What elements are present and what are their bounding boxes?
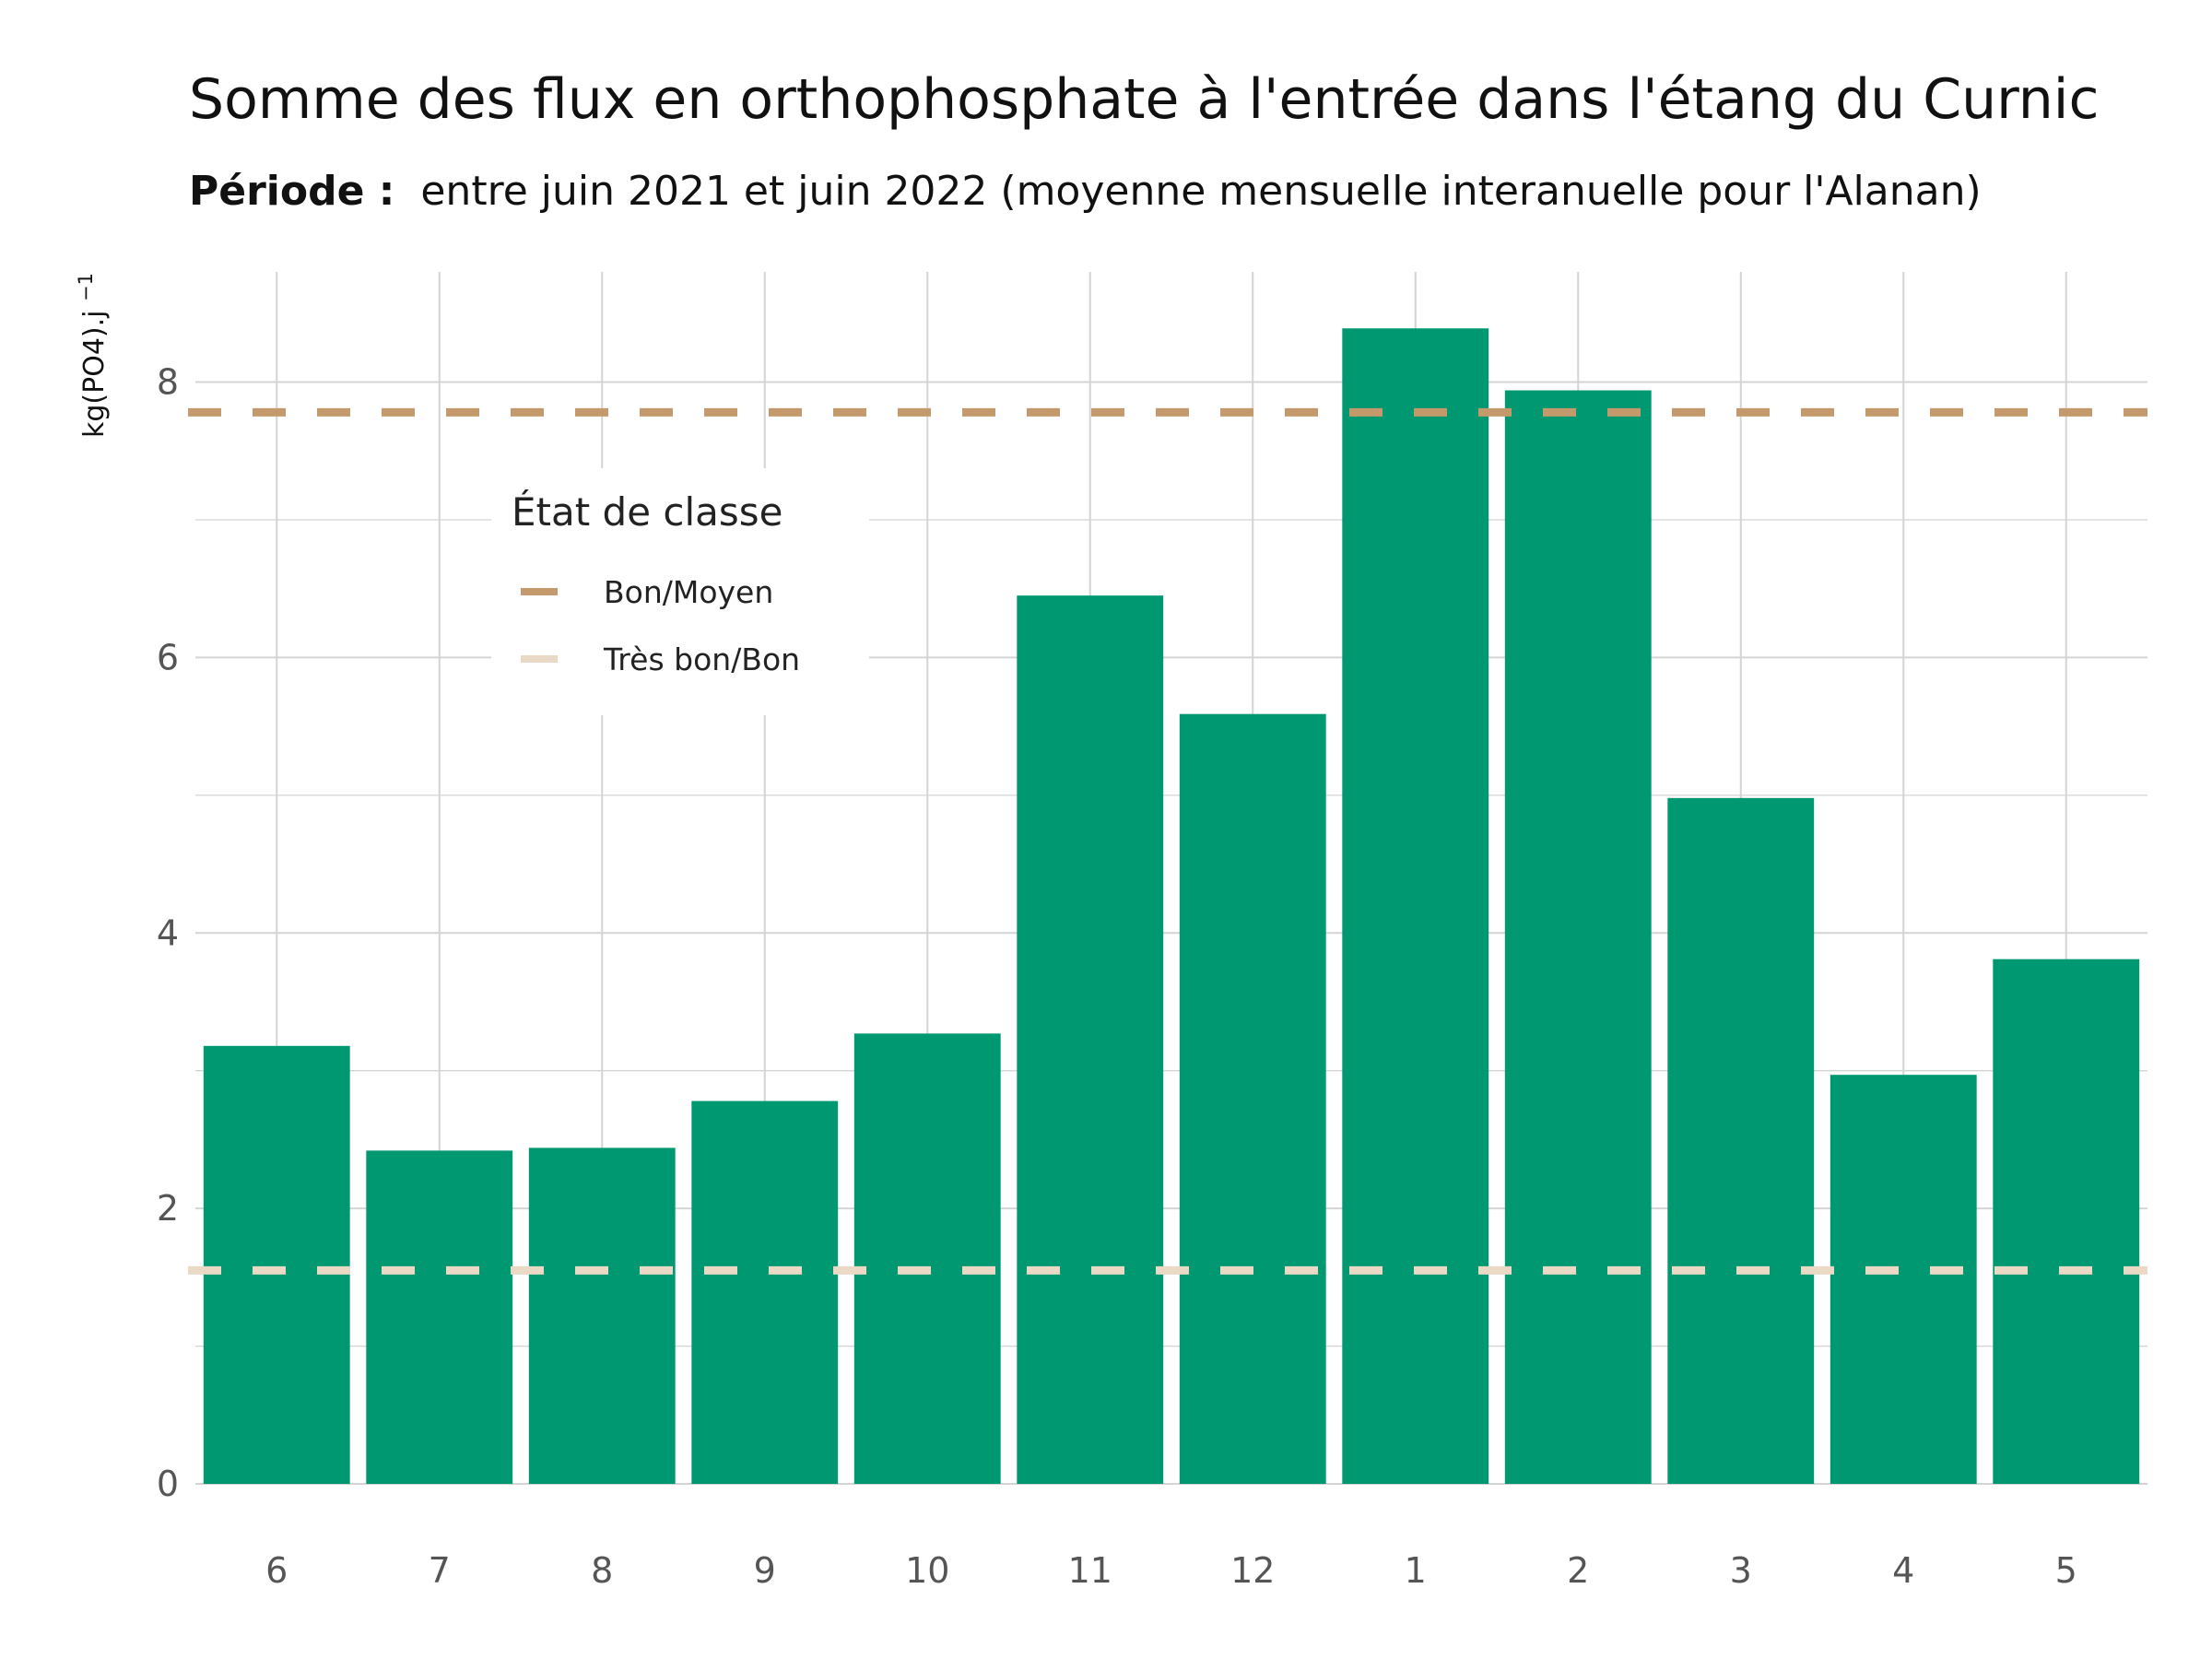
bar-month-9	[691, 1100, 839, 1484]
x-tick-label: 12	[1230, 1550, 1275, 1591]
y-tick-label: 2	[157, 1188, 179, 1229]
legend-item-label: Très bon/Bon	[603, 641, 800, 677]
bar-month-3	[1667, 797, 1815, 1484]
x-tick-label: 2	[1567, 1550, 1589, 1591]
bars	[203, 328, 2140, 1484]
bar-month-5	[1993, 959, 2140, 1484]
y-tick-label: 6	[157, 637, 179, 677]
x-tick-label: 10	[905, 1550, 949, 1591]
chart-title: Somme des flux en orthophosphate à l'ent…	[189, 67, 2099, 132]
x-tick-label: 7	[429, 1550, 451, 1591]
subtitle-label: Période :	[189, 168, 394, 215]
y-axis-label-exponent: −1	[75, 273, 97, 301]
y-tick-label: 0	[157, 1464, 179, 1504]
chart-subtitle: Période : entre juin 2021 et juin 2022 (…	[189, 168, 1982, 215]
x-tick-label: 3	[1730, 1550, 1752, 1591]
y-axis-label-text: kg(PO4).j	[78, 311, 111, 439]
threshold-lines	[188, 407, 2147, 1275]
bar-month-12	[1179, 713, 1326, 1484]
bar-month-8	[528, 1147, 676, 1484]
x-tick-label: 11	[1068, 1550, 1112, 1591]
y-axis-ticks: 0 2 4 6 8	[157, 362, 179, 1504]
x-axis-ticks: 6 7 8 9 10 11 12 1 2 3 4 5	[265, 1550, 2077, 1591]
x-tick-label: 4	[1892, 1550, 1914, 1591]
bar-month-10	[853, 1033, 1001, 1484]
bar-month-1	[1342, 328, 1489, 1484]
x-tick-label: 8	[591, 1550, 613, 1591]
bar-month-11	[1017, 595, 1164, 1484]
x-tick-label: 1	[1405, 1550, 1427, 1591]
bar-month-7	[366, 1150, 513, 1484]
y-axis-label: kg(PO4).j −1	[75, 273, 111, 438]
legend-item-label: Bon/Moyen	[604, 574, 773, 610]
subtitle-text: entre juin 2021 et juin 2022 (moyenne me…	[420, 168, 1981, 215]
bar-month-2	[1504, 390, 1652, 1484]
x-tick-label: 9	[754, 1550, 776, 1591]
legend-title: État de classe	[512, 488, 783, 535]
legend: État de classe Bon/Moyen Très bon/Bon	[491, 468, 869, 715]
y-tick-label: 4	[157, 912, 179, 953]
y-tick-label: 8	[157, 362, 179, 403]
x-tick-label: 5	[2055, 1550, 2077, 1591]
bar-month-6	[203, 1045, 350, 1484]
bar-month-4	[1830, 1075, 1977, 1484]
x-tick-label: 6	[265, 1550, 288, 1591]
